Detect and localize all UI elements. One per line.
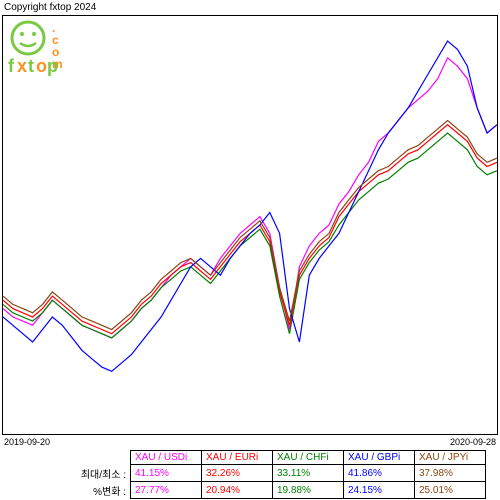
table-row-pctchange: %변화 : 27.77% 20.94% 19.88% 24.15% 25.01%: [60, 482, 486, 499]
line-chart: [2, 15, 498, 435]
maxmin-gbp: 41.86%: [344, 465, 415, 482]
row2-label: %변화 :: [60, 482, 131, 499]
copyright-text: Copyright fxtop 2024: [4, 2, 96, 13]
summary-table: XAU / USDi XAU / EURi XAU / CHFi XAU / G…: [60, 450, 486, 499]
maxmin-usd: 41.15%: [131, 465, 202, 482]
header-jpy: XAU / JPYi: [415, 451, 486, 465]
maxmin-chf: 33.11%: [273, 465, 344, 482]
pct-gbp: 24.15%: [344, 482, 415, 499]
header-chf: XAU / CHFi: [273, 451, 344, 465]
series-line: [3, 58, 497, 338]
header-eur: XAU / EURi: [202, 451, 273, 465]
pct-usd: 27.77%: [131, 482, 202, 499]
header-gbp: XAU / GBPi: [344, 451, 415, 465]
x-start-label: 2019-09-20: [4, 437, 50, 447]
pct-jpy: 25.01%: [415, 482, 486, 499]
pct-chf: 19.88%: [273, 482, 344, 499]
header-usd: XAU / USDi: [131, 451, 202, 465]
row1-label: 최대/최소 :: [60, 465, 131, 482]
header-empty: [60, 451, 131, 465]
table-row-maxmin: 최대/최소 : 41.15% 32.26% 33.11% 41.86% 37.9…: [60, 465, 486, 482]
pct-eur: 20.94%: [202, 482, 273, 499]
maxmin-eur: 32.26%: [202, 465, 273, 482]
maxmin-jpy: 37.98%: [415, 465, 486, 482]
table-header-row: XAU / USDi XAU / EURi XAU / CHFi XAU / G…: [60, 451, 486, 465]
series-line: [3, 133, 497, 338]
x-end-label: 2020-09-28: [450, 437, 496, 447]
